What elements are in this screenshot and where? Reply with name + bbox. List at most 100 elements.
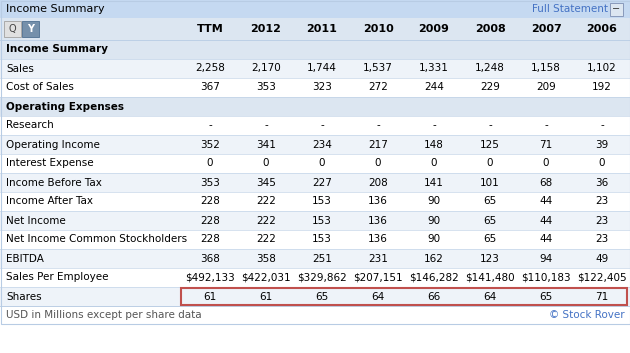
Text: 2,170: 2,170 <box>251 64 281 73</box>
Bar <box>0 154 630 173</box>
Text: Y: Y <box>27 24 34 34</box>
Text: 208: 208 <box>368 178 388 187</box>
Bar <box>0 59 630 78</box>
Text: 222: 222 <box>256 234 276 245</box>
Text: 0: 0 <box>543 158 549 168</box>
Text: 222: 222 <box>256 215 276 226</box>
Text: 228: 228 <box>200 234 220 245</box>
Text: Income Before Tax: Income Before Tax <box>6 178 102 187</box>
Text: 2012: 2012 <box>251 24 282 34</box>
Text: Sales Per Employee: Sales Per Employee <box>6 273 108 282</box>
Text: 0: 0 <box>207 158 213 168</box>
Bar <box>0 135 630 154</box>
Bar <box>0 18 630 40</box>
Text: 352: 352 <box>200 139 220 150</box>
Bar <box>22 21 39 37</box>
Text: 2006: 2006 <box>587 24 617 34</box>
Text: -: - <box>600 120 604 131</box>
Text: Research: Research <box>6 120 54 131</box>
Text: 323: 323 <box>312 83 332 92</box>
Text: Shares: Shares <box>6 292 42 301</box>
Text: $207,151: $207,151 <box>353 273 403 282</box>
Text: 1,744: 1,744 <box>307 64 337 73</box>
Text: 136: 136 <box>368 197 388 207</box>
Text: 2008: 2008 <box>474 24 505 34</box>
Text: 44: 44 <box>539 215 553 226</box>
Text: Income After Tax: Income After Tax <box>6 197 93 207</box>
Bar <box>0 116 630 135</box>
Text: -: - <box>432 120 436 131</box>
Text: 0: 0 <box>487 158 493 168</box>
Text: 217: 217 <box>368 139 388 150</box>
Text: 353: 353 <box>200 178 220 187</box>
Text: 61: 61 <box>203 292 217 301</box>
Bar <box>0 0 630 18</box>
Text: 125: 125 <box>480 139 500 150</box>
Text: Net Income: Net Income <box>6 215 66 226</box>
Text: -: - <box>264 120 268 131</box>
Text: 353: 353 <box>256 83 276 92</box>
Text: 341: 341 <box>256 139 276 150</box>
Text: 0: 0 <box>431 158 437 168</box>
Text: -: - <box>544 120 548 131</box>
Text: TTM: TTM <box>197 24 224 34</box>
Text: 227: 227 <box>312 178 332 187</box>
Text: -: - <box>208 120 212 131</box>
Text: 44: 44 <box>539 234 553 245</box>
Text: 1,248: 1,248 <box>475 64 505 73</box>
Text: 65: 65 <box>483 215 496 226</box>
Text: 71: 71 <box>595 292 609 301</box>
Text: 65: 65 <box>483 234 496 245</box>
Text: Q: Q <box>9 24 16 34</box>
Text: 36: 36 <box>595 178 609 187</box>
Text: 0: 0 <box>598 158 605 168</box>
Bar <box>0 97 630 116</box>
Text: −: − <box>612 4 621 14</box>
Text: 90: 90 <box>427 234 440 245</box>
Text: 153: 153 <box>312 197 332 207</box>
Text: 66: 66 <box>427 292 440 301</box>
Text: 94: 94 <box>539 253 553 263</box>
Text: Operating Income: Operating Income <box>6 139 100 150</box>
Text: 192: 192 <box>592 83 612 92</box>
Text: © Stock Rover: © Stock Rover <box>549 310 625 320</box>
Bar <box>0 211 630 230</box>
Text: 209: 209 <box>536 83 556 92</box>
Text: 244: 244 <box>424 83 444 92</box>
Text: 123: 123 <box>480 253 500 263</box>
Text: 141: 141 <box>424 178 444 187</box>
Text: 64: 64 <box>371 292 385 301</box>
Text: 2009: 2009 <box>418 24 449 34</box>
Text: 136: 136 <box>368 215 388 226</box>
Bar <box>0 230 630 249</box>
Text: 0: 0 <box>319 158 325 168</box>
Text: 0: 0 <box>375 158 381 168</box>
Text: Sales: Sales <box>6 64 34 73</box>
Text: 23: 23 <box>595 234 609 245</box>
Text: 39: 39 <box>595 139 609 150</box>
Bar <box>0 173 630 192</box>
Text: 2,258: 2,258 <box>195 64 225 73</box>
Bar <box>0 192 630 211</box>
Text: 64: 64 <box>483 292 496 301</box>
Text: Net Income Common Stockholders: Net Income Common Stockholders <box>6 234 187 245</box>
Text: 23: 23 <box>595 215 609 226</box>
Bar <box>0 78 630 97</box>
Text: 71: 71 <box>539 139 553 150</box>
Text: $110,183: $110,183 <box>521 273 571 282</box>
Text: $141,480: $141,480 <box>465 273 515 282</box>
Text: -: - <box>488 120 492 131</box>
Text: 367: 367 <box>200 83 220 92</box>
Text: 148: 148 <box>424 139 444 150</box>
Text: $329,862: $329,862 <box>297 273 347 282</box>
Text: Interest Expense: Interest Expense <box>6 158 94 168</box>
Text: 65: 65 <box>316 292 329 301</box>
Text: 1,331: 1,331 <box>419 64 449 73</box>
Text: $492,133: $492,133 <box>185 273 235 282</box>
Text: Operating Expenses: Operating Expenses <box>6 102 124 112</box>
Text: Cost of Sales: Cost of Sales <box>6 83 74 92</box>
Text: $422,031: $422,031 <box>241 273 291 282</box>
Text: 358: 358 <box>256 253 276 263</box>
Text: 68: 68 <box>539 178 553 187</box>
Text: 234: 234 <box>312 139 332 150</box>
